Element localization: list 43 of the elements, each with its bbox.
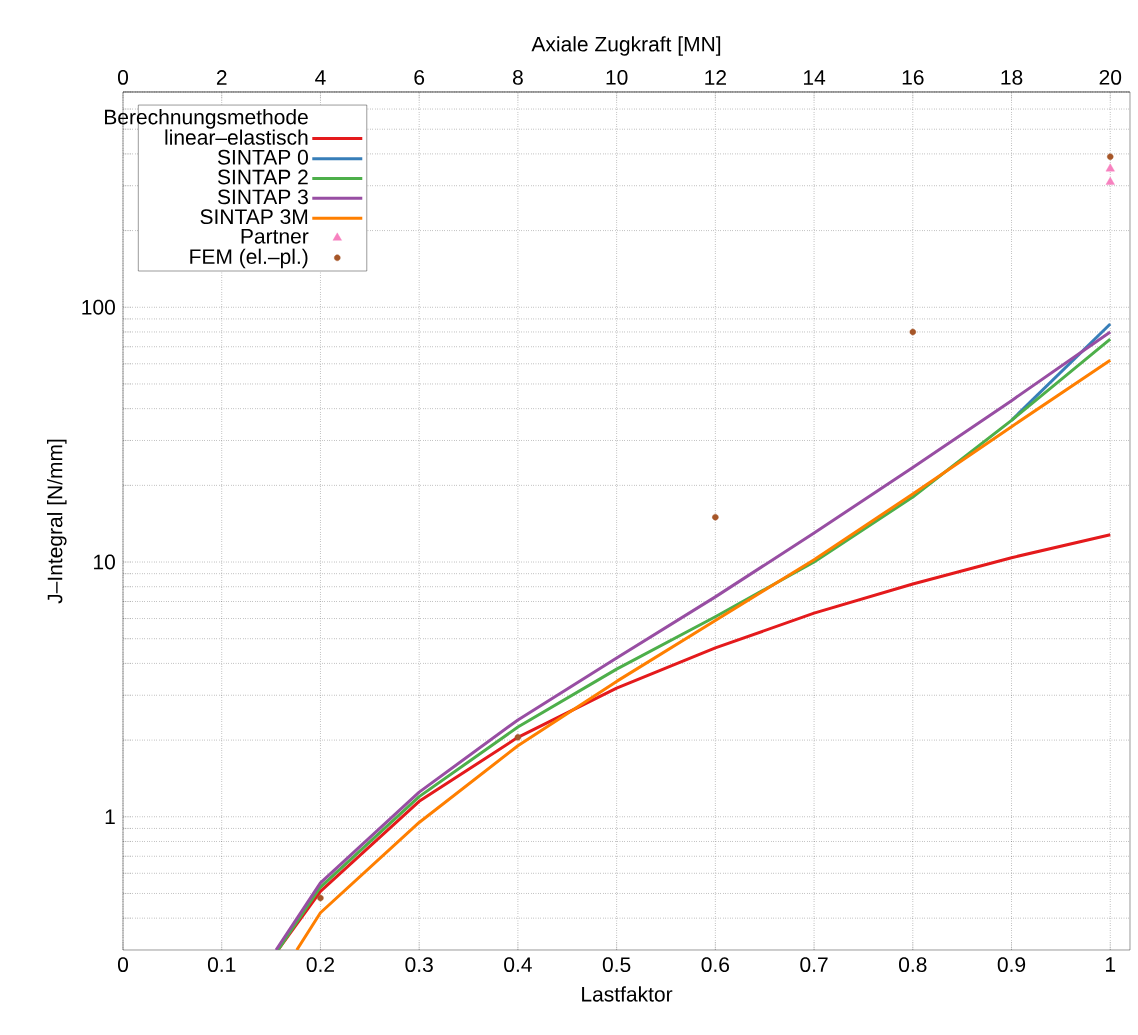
x-tick-label: 0.7	[800, 957, 828, 973]
x-tick-label: 0.8	[899, 957, 927, 973]
x2-tick-label: 10	[606, 69, 628, 85]
legend-label: Partner	[241, 229, 309, 244]
x2-tick-label: 4	[315, 70, 326, 85]
y-tick-label: 100	[82, 299, 115, 315]
x-tick-label: 0.6	[701, 957, 730, 973]
x2-tick-label: 18	[1001, 69, 1023, 85]
x-tick-label: 0.5	[602, 957, 631, 973]
x2-tick-label: 2	[216, 70, 227, 85]
legend-label: FEM (el.–pl.)	[190, 248, 308, 269]
point	[712, 513, 719, 521]
legend-label: SINTAP 2	[217, 169, 308, 185]
point	[317, 894, 324, 902]
y-tick-label: 10	[94, 554, 115, 570]
x2-tick-label: 16	[902, 69, 924, 85]
y-axis-title: J–Integral [N/mm]	[47, 439, 67, 604]
y-tick-label: 1	[105, 809, 115, 824]
legend-title: Berechnungsmethode	[105, 109, 308, 129]
x2-axis-title: Axiale Zugkraft [MN]	[531, 36, 721, 56]
x2-tick-label: 6	[414, 69, 425, 85]
x-axis-title: Lastfaktor	[582, 986, 673, 1002]
legend-label: SINTAP 3	[217, 189, 308, 205]
x-tick-label: 0.1	[207, 957, 236, 973]
x-tick-label: 0	[117, 957, 129, 973]
legend-label: SINTAP 0	[217, 149, 308, 165]
x-tick-label: 1	[1106, 957, 1116, 972]
x2-tick-label: 12	[705, 70, 726, 85]
x2-tick-label: 20	[1099, 69, 1122, 85]
point	[1105, 176, 1115, 185]
point	[1107, 153, 1114, 160]
point	[514, 734, 522, 741]
point	[909, 328, 916, 336]
x2-tick-label: 8	[512, 69, 523, 85]
x-tick-label: 0.9	[997, 957, 1026, 973]
x-tick-label: 0.4	[504, 957, 532, 973]
x-tick-label: 0.3	[405, 957, 433, 973]
legend-label: SINTAP 3M	[200, 209, 308, 225]
x2-tick-label: 14	[804, 70, 826, 85]
x2-tick-label: 0	[117, 69, 129, 85]
x-tick-label: 0.2	[306, 957, 334, 973]
point	[1105, 163, 1115, 172]
legend-label: linear–elastisch	[165, 129, 308, 145]
